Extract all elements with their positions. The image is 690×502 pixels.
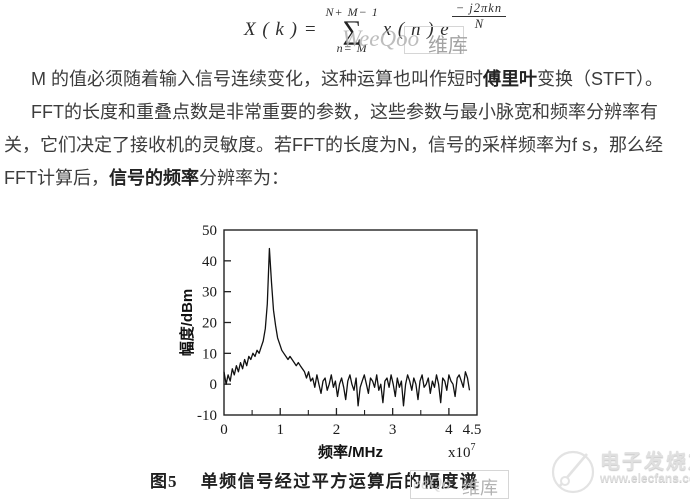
text-line: M 的值必须随着输入信号连续变化，这种运算也叫作短时傅里叶变换（STFT）。: [31, 69, 663, 89]
svg-text:1: 1: [276, 422, 284, 438]
svg-text:0: 0: [220, 422, 228, 438]
svg-text:幅度/dBm: 幅度/dBm: [178, 289, 196, 357]
text-line: 关，它们决定了接收机的灵敏度。若FFT的长度为N，信号的采样频率为f s，那么经: [4, 135, 663, 155]
svg-text:4.5: 4.5: [463, 422, 482, 438]
elecfans-watermark: 电子发烧友 www.elecfans.com: [550, 441, 690, 499]
spectrum-figure: 50 40 30 20 10 0 -10 0 1 2 3 4 4.5 频率/MHz x107 幅度/dBm: [178, 220, 508, 468]
svg-text:4: 4: [445, 422, 453, 438]
watermark-weiku-text: 维库: [462, 478, 498, 498]
elecfans-url: www.elecfans.com: [600, 471, 690, 485]
figure-caption-text: 单频信号经过平方运算后的幅度谱: [200, 472, 479, 491]
formula-exponent: − j2πkn N: [451, 1, 507, 32]
sigma-icon: ∑: [342, 15, 362, 45]
svg-text:10: 10: [202, 346, 217, 362]
svg-text:20: 20: [202, 316, 217, 332]
svg-text:-10: -10: [197, 408, 217, 424]
svg-text:2: 2: [333, 422, 341, 438]
figure-caption: 图5 单频信号经过平方运算后的幅度谱: [150, 467, 478, 492]
exponent-denominator: N: [474, 17, 484, 32]
summation-symbol: N+ M− 1 ∑ n= M: [326, 6, 379, 54]
svg-text:频率/MHz: 频率/MHz: [318, 443, 383, 461]
sum-lower-limit: n= M: [336, 41, 368, 56]
svg-text:30: 30: [202, 285, 217, 301]
figure-number: 图5: [150, 472, 178, 491]
text-line: FFT计算后，信号的频率分辨率为：: [4, 168, 289, 188]
text-line: FFT的长度和重叠点数是非常重要的参数，这些参数与最小脉宽和频率分辨率有: [31, 102, 658, 122]
svg-text:3: 3: [389, 422, 397, 438]
sum-upper-limit: N+ M− 1: [325, 5, 379, 19]
elecfans-logo-icon: [551, 450, 595, 494]
svg-text:50: 50: [202, 223, 217, 239]
formula-body: x ( n ) e: [382, 19, 450, 41]
watermark-weeqoo-text: eeQo: [413, 473, 451, 493]
body-text: M 的值必须随着输入信号连续变化，这种运算也叫作短时傅里叶变换（STFT）。 FF…: [4, 63, 690, 195]
watermark-weiku-text: 维库: [428, 35, 468, 57]
watermark-weeqoo-text: WeeQoo: [342, 26, 420, 51]
formula-lhs: X ( k ) =: [244, 19, 318, 41]
exponent-numerator: − j2πkn: [451, 1, 507, 18]
svg-text:0: 0: [210, 377, 218, 393]
svg-text:40: 40: [202, 254, 217, 270]
watermark-box: [404, 26, 464, 54]
elecfans-brand-name: 电子发烧友: [600, 451, 690, 473]
fourier-transform-formula: X ( k ) = N+ M− 1 ∑ n= M x ( n ) e − j2π…: [244, 1, 507, 54]
svg-text:x107: x107: [448, 442, 476, 461]
watermark-box: [410, 470, 509, 499]
